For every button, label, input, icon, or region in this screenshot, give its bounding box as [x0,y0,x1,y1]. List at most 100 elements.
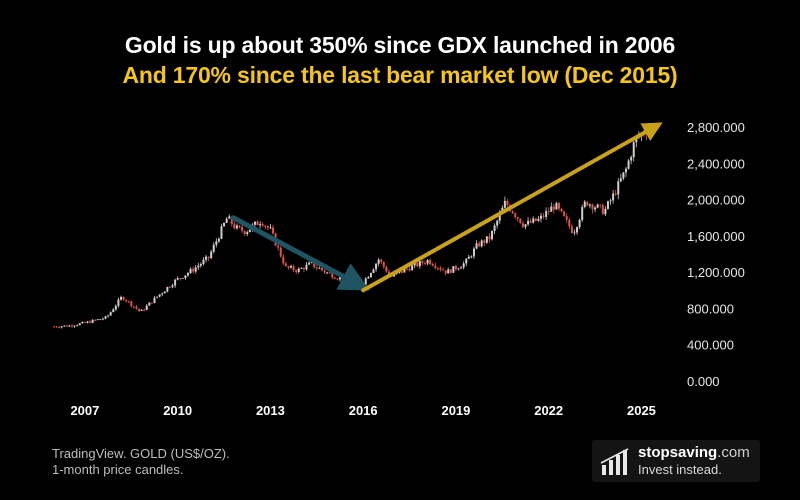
candle [514,213,517,218]
candle [279,247,282,257]
candle [194,267,197,272]
candle [176,278,179,280]
candle [491,231,494,240]
candle [230,216,233,225]
candle [483,240,486,243]
candle [606,201,609,209]
candle [449,269,452,273]
candle [387,271,390,275]
candle [140,309,143,311]
candle [424,263,427,264]
candle [601,205,604,215]
x-tick-label: 2013 [256,403,285,418]
candle [297,268,300,272]
candle [619,178,622,182]
candle [408,268,411,271]
candle [488,236,491,240]
candle [532,218,535,223]
candle [114,305,117,310]
candle [364,278,367,285]
candle [171,285,174,288]
candle [460,267,463,269]
x-tick-label: 2025 [627,403,656,418]
candle [256,221,259,226]
candles-group [53,123,651,329]
candle [442,269,445,271]
candle [418,261,421,267]
y-tick-label: 400.000 [687,338,734,353]
candle [596,204,599,208]
candle [369,272,372,278]
candle [253,221,256,225]
candle [385,266,388,272]
candle [272,227,275,234]
candle [145,305,148,310]
candle [333,277,336,279]
candle [511,211,514,214]
candle [586,201,589,206]
candle [555,203,558,210]
candle [581,206,584,220]
candle [101,318,104,320]
candle [498,213,501,221]
candle [282,256,285,264]
x-tick-label: 2019 [441,403,470,418]
candle [506,200,509,206]
candle [560,208,563,212]
candle [377,259,380,264]
candle [627,160,630,169]
candle [516,217,519,219]
candle [91,319,94,323]
candle [65,325,68,327]
candle [524,224,527,227]
candle [179,278,182,279]
candle [470,256,473,258]
candle [109,312,112,316]
candle [233,224,236,229]
candle [436,267,439,269]
candle [609,200,612,202]
candle [326,272,329,274]
candle [462,263,465,268]
candle [550,206,553,212]
bar-chart-icon [600,448,629,475]
candle [328,272,331,274]
candle [122,297,125,300]
candle [148,302,151,306]
candle [290,266,293,268]
candle [478,243,481,247]
candle [238,225,241,228]
candle [563,211,566,217]
y-tick-label: 1,200.000 [687,265,745,280]
candle [207,256,210,258]
source-note: TradingView. GOLD (US$/OZ). 1-month pric… [52,446,230,478]
candle [264,225,267,227]
candle [539,215,542,219]
candle [416,262,419,267]
candle [99,319,102,321]
candle [434,265,437,268]
candle [527,220,530,225]
candle [542,215,545,217]
candle [503,200,506,208]
candle [496,220,499,226]
candle [320,268,323,271]
candle [163,291,166,294]
candle [127,301,130,303]
candle [302,268,305,270]
brand-name: stopsaving.com [638,444,750,461]
candle [192,268,195,272]
candle [73,325,76,327]
candle [308,262,311,265]
y-tick-label: 0.000 [687,374,720,389]
candle [421,261,424,264]
candle [537,218,540,221]
candle [305,264,308,270]
source-line-2: 1-month price candles. [52,462,184,477]
candle [53,326,55,328]
candle [472,248,475,257]
candle [426,260,429,264]
candle [153,297,156,304]
y-tick-label: 2,000.000 [687,193,745,208]
source-line-1: TradingView. GOLD (US$/OZ). [52,446,230,461]
